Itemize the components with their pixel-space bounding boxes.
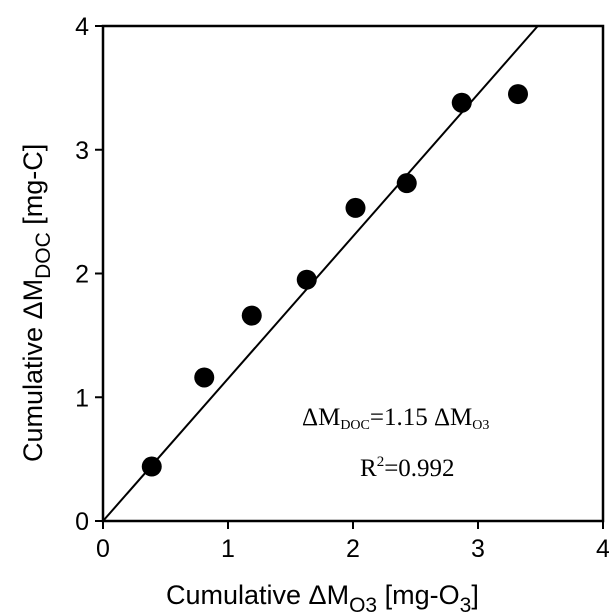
data-point (345, 197, 366, 218)
y-axis-ticks: 0 1 2 3 4 (75, 13, 103, 536)
x-axis-title: Cumulative ΔMO3 [mg-O3] (166, 580, 479, 613)
x-tick-label: 4 (596, 535, 609, 563)
y-tick-label: 1 (75, 384, 89, 412)
equation-annotation: ΔMDOC=1.15 ΔMO3 (302, 404, 489, 433)
data-point (296, 269, 317, 290)
x-tick-label: 3 (471, 535, 485, 563)
data-point (508, 84, 528, 105)
regression-line (102, 25, 539, 522)
y-tick-label: 2 (75, 261, 89, 289)
data-point (241, 305, 262, 326)
x-tick-label: 2 (346, 535, 360, 563)
data-point (396, 173, 417, 194)
x-axis-ticks: 0 1 2 3 4 (96, 521, 609, 563)
y-tick-label: 3 (75, 137, 89, 165)
data-point (451, 92, 472, 113)
plot-frame (101, 24, 605, 523)
x-tick-label: 1 (221, 535, 235, 563)
y-tick-label: 0 (75, 508, 89, 536)
x-tick-label: 0 (96, 535, 110, 563)
r-squared-annotation: R2=0.992 (360, 454, 455, 482)
data-point (141, 456, 162, 477)
data-points (141, 84, 528, 477)
y-tick-label: 4 (75, 13, 89, 41)
y-axis-title: Cumulative ΔMDOC [mg-C] (18, 144, 55, 462)
data-point (194, 367, 215, 388)
